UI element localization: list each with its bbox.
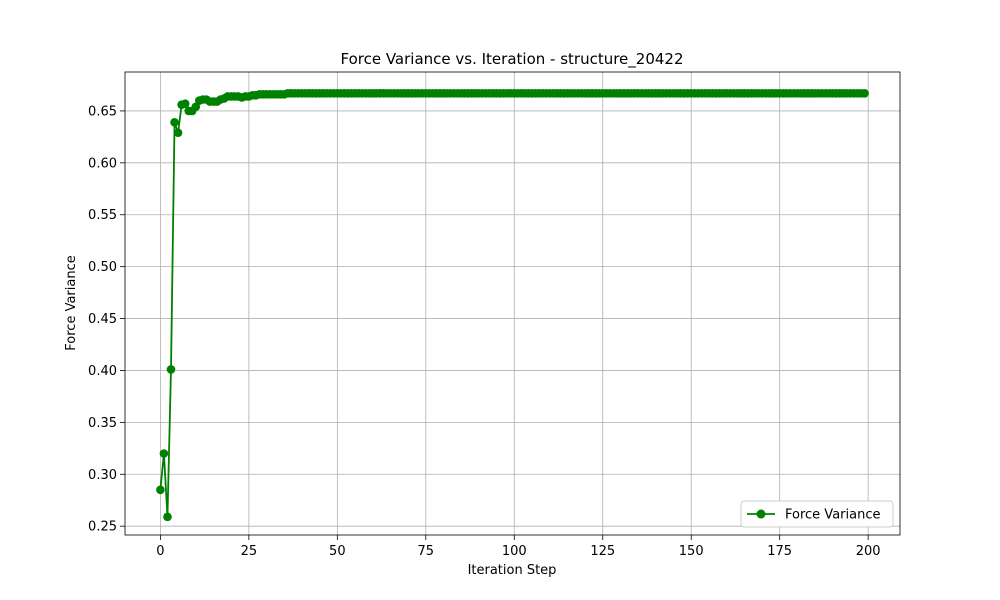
y-tick-label: 0.25 [88, 520, 117, 535]
legend-marker-swatch [756, 509, 766, 519]
axes-frame [124, 71, 901, 536]
x-axis-label: Iteration Step [468, 563, 557, 578]
legend-box [740, 500, 894, 528]
data-point [166, 365, 176, 374]
y-axis-label: Force Variance [64, 255, 79, 350]
x-tick-label: 150 [679, 544, 704, 559]
tick-labels: 0 25 50 75 100 125 150 175 200 0.25 0.30 0.35 0.40 0.… [88, 104, 881, 559]
x-tick-label: 125 [590, 544, 615, 559]
data-point [173, 128, 183, 138]
legend: Force Variance [740, 500, 894, 528]
data-point [170, 118, 179, 127]
x-tick-label: 100 [502, 544, 527, 559]
data-point [163, 512, 172, 522]
data-point [860, 88, 869, 98]
y-tick-label: 0.45 [88, 312, 117, 327]
plot-area-frame [124, 71, 901, 536]
y-tick-label: 0.40 [88, 364, 117, 379]
x-tick-label: 200 [856, 544, 881, 559]
data-point [159, 449, 169, 458]
x-tick-label: 75 [418, 544, 435, 559]
x-tick-label: 50 [329, 544, 346, 559]
data-point [180, 99, 190, 108]
chart-title: Force Variance vs. Iteration - structure… [340, 50, 683, 69]
y-tick-label: 0.30 [88, 468, 117, 483]
data-point [191, 102, 201, 112]
data-point [156, 485, 165, 495]
series-force-variance [156, 88, 869, 522]
y-tick-label: 0.35 [88, 416, 117, 431]
y-tick-label: 0.65 [88, 104, 117, 119]
x-tick-label: 25 [241, 544, 258, 559]
legend-entry-force-variance: Force Variance [785, 508, 880, 523]
x-tick-label: 175 [767, 544, 792, 559]
x-tick-label: 0 [156, 544, 164, 559]
y-tick-label: 0.55 [88, 208, 117, 223]
y-tick-label: 0.60 [88, 156, 117, 171]
y-tick-label: 0.50 [88, 260, 117, 275]
